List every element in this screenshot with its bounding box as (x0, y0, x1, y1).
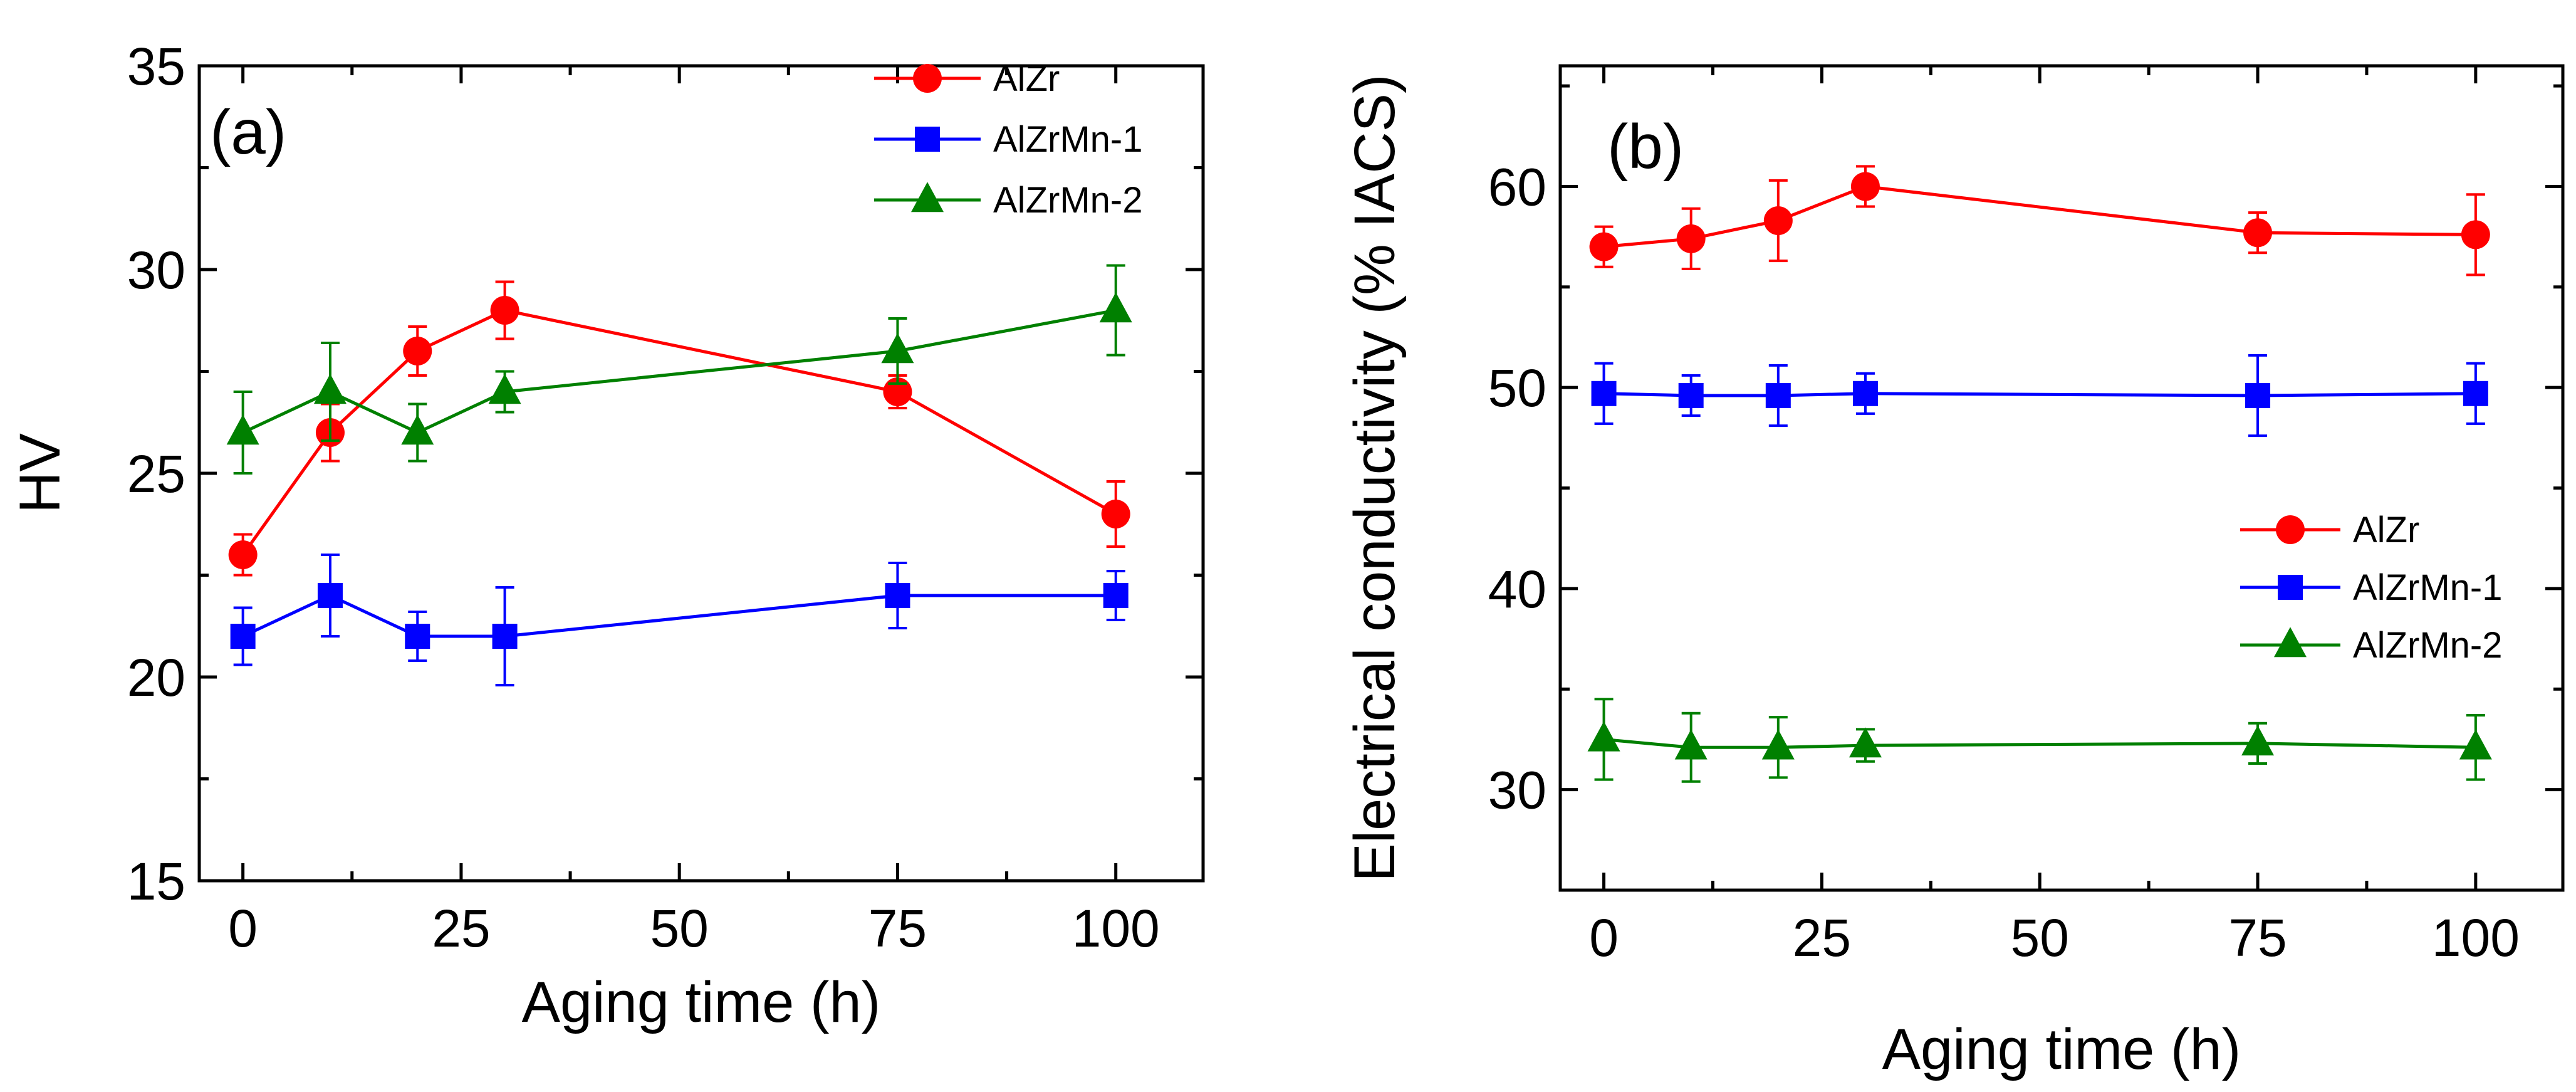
legend-marker (2278, 575, 2303, 600)
x-axis-title: Aging time (h) (1882, 1017, 2241, 1081)
data-point (885, 583, 910, 608)
x-tick-label: 0 (228, 899, 258, 958)
legend-label: AlZrMn-2 (993, 180, 1142, 221)
data-point (2461, 220, 2490, 249)
panel-a: 0 25 50 75 100 15 20 25 30 35 Aging time (h) HV (a) A… (8, 37, 1205, 1034)
data-point (2245, 383, 2271, 408)
x-tick-label: 100 (2432, 908, 2520, 967)
y-axis-title: Electrical conductivity (% IACS) (1343, 74, 1407, 881)
data-point (1676, 224, 1706, 253)
series-line (242, 594, 1116, 638)
y-tick-label: 50 (1488, 359, 1546, 417)
plot-frame (1558, 64, 2565, 892)
legend-item-alzrmn-2: AlZrMn-2 (2240, 625, 2502, 666)
legend: AlZr AlZrMn-1 AlZrMn-2 (2240, 510, 2502, 666)
legend-item-alzrmn-2: AlZrMn-2 (874, 180, 1142, 221)
data-point (1591, 381, 1617, 406)
data-point (2243, 218, 2273, 248)
series-alzr (228, 280, 1130, 577)
data-point (403, 337, 432, 365)
data-point (317, 583, 343, 608)
y-tick-label: 30 (127, 241, 185, 300)
x-tick-label: 50 (2010, 908, 2068, 967)
data-point (1099, 292, 1132, 323)
x-tick-label: 25 (432, 899, 490, 958)
data-point (1101, 500, 1130, 528)
data-point (2459, 729, 2492, 760)
series-alzrmn-1 (230, 554, 1129, 686)
y-tick-label: 20 (127, 648, 185, 707)
data-point (488, 374, 521, 404)
data-point (490, 296, 519, 325)
panel-label: (b) (1607, 112, 1684, 182)
y-tick-label: 35 (127, 37, 185, 96)
panel-label: (a) (210, 97, 286, 167)
series-line (242, 308, 1117, 434)
series-alzrmn-1 (1591, 354, 2488, 438)
x-tick-label: 75 (2228, 908, 2287, 967)
data-point (228, 540, 258, 569)
data-point (1849, 727, 1882, 758)
legend-label: AlZr (993, 58, 1060, 99)
series-alzrmn-2 (226, 264, 1132, 475)
data-point (2241, 725, 2275, 756)
x-axis-title: Aging time (h) (522, 970, 881, 1034)
data-point (230, 624, 256, 649)
data-point (1587, 721, 1620, 752)
data-point (1852, 381, 1878, 406)
legend-label: AlZrMn-1 (2353, 567, 2502, 608)
data-point (1103, 583, 1129, 608)
data-point (226, 414, 259, 445)
data-point (492, 624, 518, 649)
legend-item-alzr: AlZr (874, 58, 1060, 99)
y-tick-label: 40 (1488, 560, 1546, 619)
legend-marker (2276, 515, 2305, 544)
legend-item-alzrmn-1: AlZrMn-1 (2240, 567, 2502, 608)
x-tick-label: 100 (1072, 899, 1160, 958)
legend-item-alzr: AlZr (2240, 510, 2419, 550)
legend-marker (2274, 627, 2307, 658)
series-line (1603, 184, 2476, 249)
legend-marker (911, 182, 944, 213)
series-line (1603, 392, 2476, 397)
y-axis-title: HV (8, 433, 72, 513)
data-point (1850, 172, 1880, 201)
data-point (1763, 206, 1793, 235)
x-tick-label: 0 (1589, 908, 1619, 967)
data-point (401, 414, 434, 445)
series-alzrmn-2 (1587, 698, 2492, 783)
data-point (313, 374, 347, 404)
data-point (1678, 383, 1704, 408)
series-line (1603, 737, 2476, 749)
x-tick-label: 50 (650, 899, 708, 958)
data-point (881, 333, 914, 364)
legend-label: AlZr (2353, 510, 2419, 550)
series-line (241, 308, 1117, 556)
legend-item-alzrmn-1: AlZrMn-1 (874, 119, 1142, 160)
data-point (2463, 381, 2488, 406)
legend-label: AlZrMn-1 (993, 119, 1142, 160)
x-tick-label: 75 (868, 899, 927, 958)
y-tick-label: 30 (1488, 761, 1546, 820)
data-point (405, 624, 430, 649)
y-tick-label: 60 (1488, 157, 1546, 216)
legend-label: AlZrMn-2 (2353, 625, 2502, 666)
legend-marker (915, 127, 940, 152)
data-point (1589, 232, 1619, 261)
y-tick-label: 25 (127, 444, 185, 503)
legend: AlZr AlZrMn-1 AlZrMn-2 (874, 58, 1142, 221)
data-point (1674, 729, 1708, 760)
y-tick-label: 15 (127, 852, 185, 911)
data-point (1761, 729, 1795, 760)
legend-marker (913, 64, 942, 93)
series-alzr (1589, 165, 2490, 276)
data-point (1765, 383, 1791, 408)
panel-b: 0 25 50 75 100 30 40 50 60 Aging time (h) Electric… (1343, 64, 2565, 1081)
x-tick-label: 25 (1793, 908, 1851, 967)
